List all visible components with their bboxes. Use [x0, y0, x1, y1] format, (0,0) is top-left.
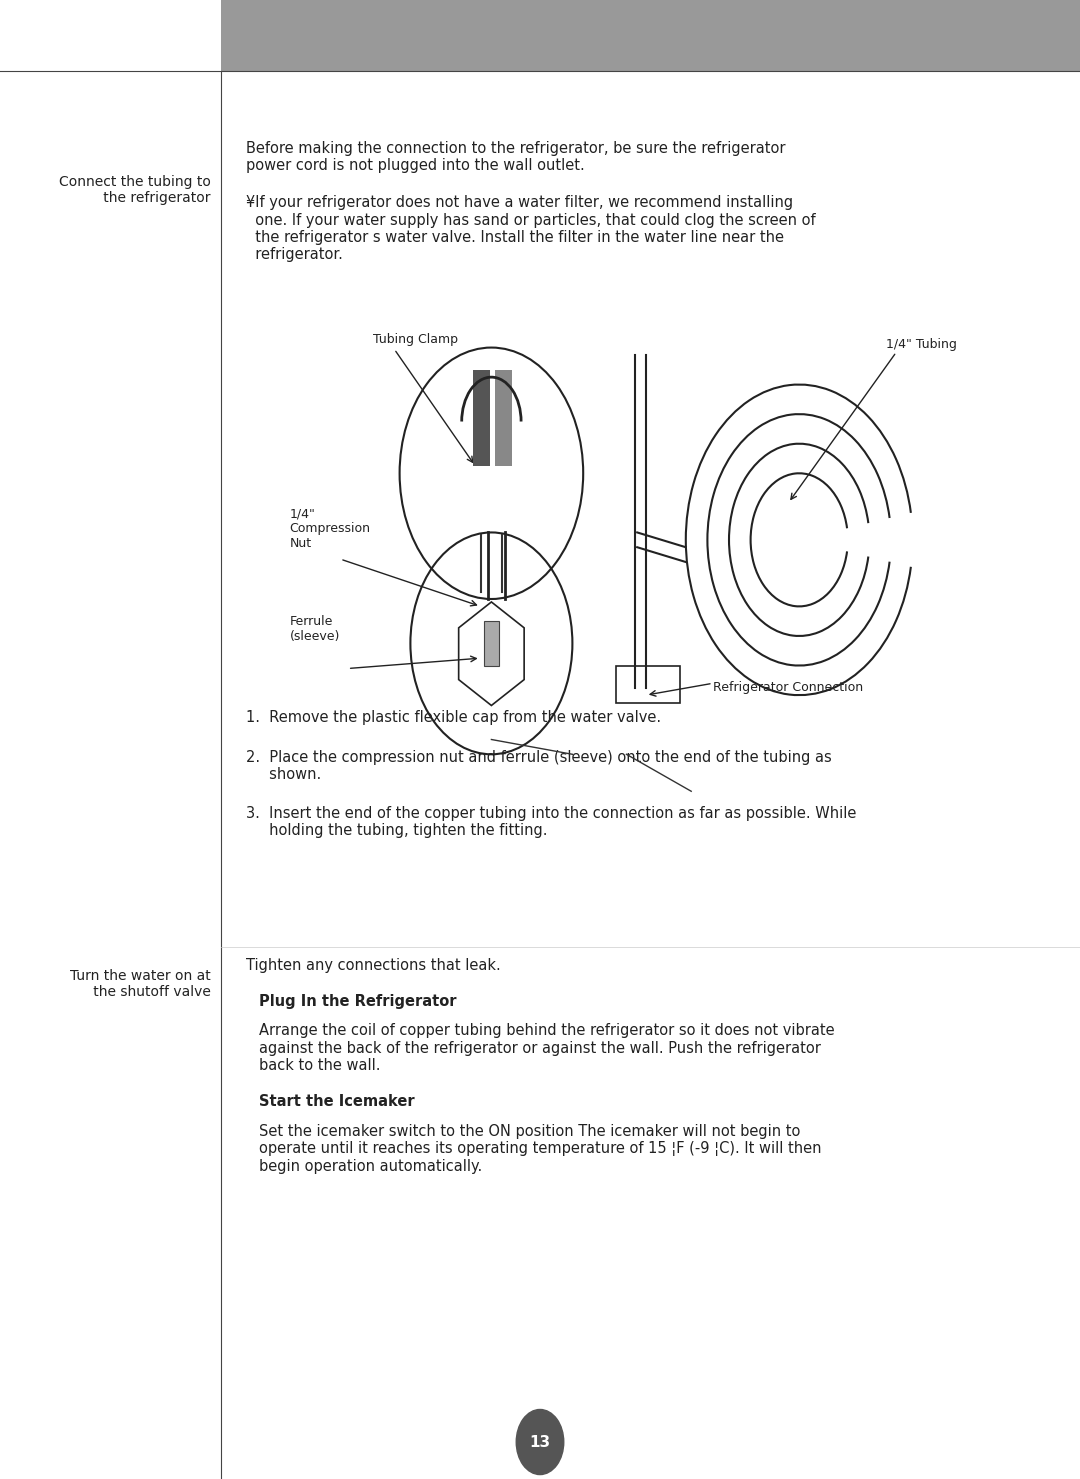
Text: Before making the connection to the refrigerator, be sure the refrigerator
power: Before making the connection to the refr… — [246, 141, 786, 173]
Text: Tighten any connections that leak.: Tighten any connections that leak. — [246, 958, 501, 973]
Text: 13: 13 — [529, 1435, 551, 1449]
Text: Tubing Clamp: Tubing Clamp — [373, 333, 458, 346]
Bar — [484, 621, 499, 666]
Bar — [616, 666, 680, 703]
Text: Turn the water on at
      the shutoff valve: Turn the water on at the shutoff valve — [67, 969, 211, 998]
Text: Ferrule
(sleeve): Ferrule (sleeve) — [289, 615, 340, 643]
Bar — [221, 0, 1080, 71]
Text: Connect the tubing to
      the refrigerator: Connect the tubing to the refrigerator — [58, 175, 211, 204]
Bar — [495, 370, 512, 466]
Text: Refrigerator Connection: Refrigerator Connection — [713, 682, 863, 694]
Text: Plug In the Refrigerator: Plug In the Refrigerator — [259, 994, 457, 1009]
Text: 1/4" Tubing: 1/4" Tubing — [886, 337, 957, 351]
Text: Set the icemaker switch to the ON position The icemaker will not begin to
operat: Set the icemaker switch to the ON positi… — [259, 1124, 822, 1174]
Text: 1/4"
Compression
Nut: 1/4" Compression Nut — [289, 507, 370, 550]
Text: ¥If your refrigerator does not have a water filter, we recommend installing
  on: ¥If your refrigerator does not have a wa… — [246, 195, 815, 262]
Text: 3.  Insert the end of the copper tubing into the connection as far as possible. : 3. Insert the end of the copper tubing i… — [246, 806, 856, 839]
Bar — [473, 370, 490, 466]
Text: 1.  Remove the plastic flexible cap from the water valve.: 1. Remove the plastic flexible cap from … — [246, 710, 661, 725]
Text: Arrange the coil of copper tubing behind the refrigerator so it does not vibrate: Arrange the coil of copper tubing behind… — [259, 1023, 835, 1074]
Text: 2.  Place the compression nut and ferrule (sleeve) onto the end of the tubing as: 2. Place the compression nut and ferrule… — [246, 750, 832, 782]
Text: Start the Icemaker: Start the Icemaker — [259, 1094, 415, 1109]
Circle shape — [516, 1409, 564, 1475]
